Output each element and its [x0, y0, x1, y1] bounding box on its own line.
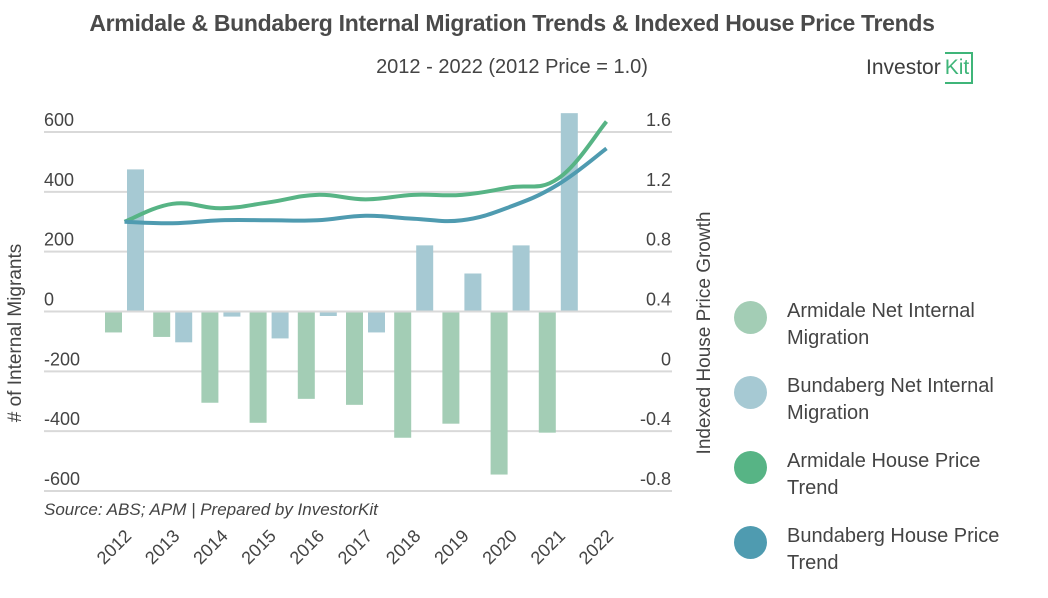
bar-armidale-2016	[297, 311, 315, 399]
bars	[44, 113, 672, 475]
y2-tick-label: 1.6	[646, 110, 671, 130]
investorkit-logo: Investor Kit	[866, 52, 974, 84]
y-tick-label: -400	[44, 409, 80, 429]
line-armidale-price	[123, 120, 609, 224]
bar-bundaberg-2021	[560, 113, 578, 312]
y2-tick-label: 0.4	[646, 290, 671, 310]
bar-armidale-2019	[442, 311, 460, 424]
source-note: Source: ABS; APM | Prepared by InvestorK…	[44, 500, 378, 519]
logo-text: Investor	[866, 56, 941, 79]
bar-armidale-2018	[394, 311, 412, 438]
bar-armidale-2013	[153, 311, 171, 337]
x-axis-ticks: 2012 2013 2014 2015 2016 2017 2018 2019 2020 2021…	[93, 526, 617, 568]
chart-subtitle: 2012 - 2022 (2012 Price = 1.0)	[376, 56, 648, 78]
legend-label: Armidale House Price Trend	[787, 450, 981, 499]
x-tick-label: 2017	[334, 526, 376, 568]
x-tick-label: 2016	[286, 526, 328, 568]
bar-armidale-2017	[346, 311, 363, 405]
y-tick-label: -600	[44, 469, 80, 489]
bar-armidale-2015	[249, 311, 267, 423]
legend-item-armidale-price[interactable]: Armidale House Price Trend	[734, 448, 1027, 523]
y-tick-label: 600	[44, 110, 74, 130]
y-tick-label: 0	[44, 290, 54, 310]
y2-tick-label: 0	[661, 349, 671, 369]
legend-marker-icon	[734, 301, 767, 334]
x-tick-label: 2014	[189, 526, 231, 568]
legend-label: Armidale Net Internal Migration	[787, 300, 975, 349]
y-axis-left-ticks: 600 400 200 0 -200 -400 -600	[44, 110, 80, 489]
bar-bundaberg-2020	[512, 245, 530, 312]
bar-bundaberg-2018	[416, 245, 434, 312]
bar-bundaberg-2013	[175, 311, 193, 343]
bar-bundaberg-2019	[464, 273, 482, 312]
bar-bundaberg-2012	[127, 169, 144, 312]
line-bundaberg-price	[124, 146, 608, 226]
legend-marker-icon	[734, 376, 767, 409]
bar-bundaberg-2017	[368, 311, 385, 333]
bar-armidale-2021	[538, 311, 556, 433]
lines	[123, 120, 609, 226]
legend-item-bundaberg-price[interactable]: Bundaberg House Price Trend	[734, 523, 1027, 598]
x-tick-label: 2018	[382, 526, 424, 568]
logo-badge: Kit	[944, 52, 974, 84]
y-axis-right-label: Indexed House Price Growth	[694, 212, 715, 455]
bar-armidale-2014	[201, 311, 219, 403]
y2-tick-label: -0.4	[640, 409, 671, 429]
x-tick-label: 2013	[141, 526, 183, 568]
y-tick-label: 200	[44, 230, 74, 250]
x-tick-label: 2015	[237, 526, 279, 568]
legend-label: Bundaberg House Price Trend	[787, 525, 1000, 574]
y-tick-label: -200	[44, 349, 80, 369]
y2-tick-label: 0.8	[646, 230, 671, 250]
legend-label: Bundaberg Net Internal Migration	[787, 375, 994, 424]
legend-marker-icon	[734, 451, 767, 484]
x-tick-label: 2020	[478, 526, 520, 568]
bar-bundaberg-2014	[223, 311, 241, 317]
y2-tick-label: 1.2	[646, 170, 671, 190]
x-tick-label: 2022	[575, 526, 617, 568]
bar-bundaberg-2015	[271, 311, 289, 339]
y-axis-left-label: # of Internal Migrants	[5, 244, 26, 422]
x-tick-label: 2021	[527, 526, 569, 568]
y2-tick-label: -0.8	[640, 469, 671, 489]
bar-armidale-2012	[105, 311, 122, 333]
bar-armidale-2020	[490, 311, 508, 475]
legend-item-bundaberg-migration[interactable]: Bundaberg Net Internal Migration	[734, 373, 1027, 448]
y-tick-label: 400	[44, 170, 74, 190]
bar-bundaberg-2016	[319, 311, 337, 316]
chart-title: Armidale & Bundaberg Internal Migration …	[89, 10, 935, 36]
y-axis-right-ticks: 1.6 1.2 0.8 0.4 0 -0.4 -0.8	[640, 110, 671, 489]
legend-item-armidale-migration[interactable]: Armidale Net Internal Migration	[734, 298, 1027, 373]
x-tick-label: 2019	[430, 526, 472, 568]
legend: Armidale Net Internal Migration Bundaber…	[734, 298, 1027, 598]
legend-marker-icon	[734, 526, 767, 559]
x-tick-label: 2012	[93, 526, 135, 568]
